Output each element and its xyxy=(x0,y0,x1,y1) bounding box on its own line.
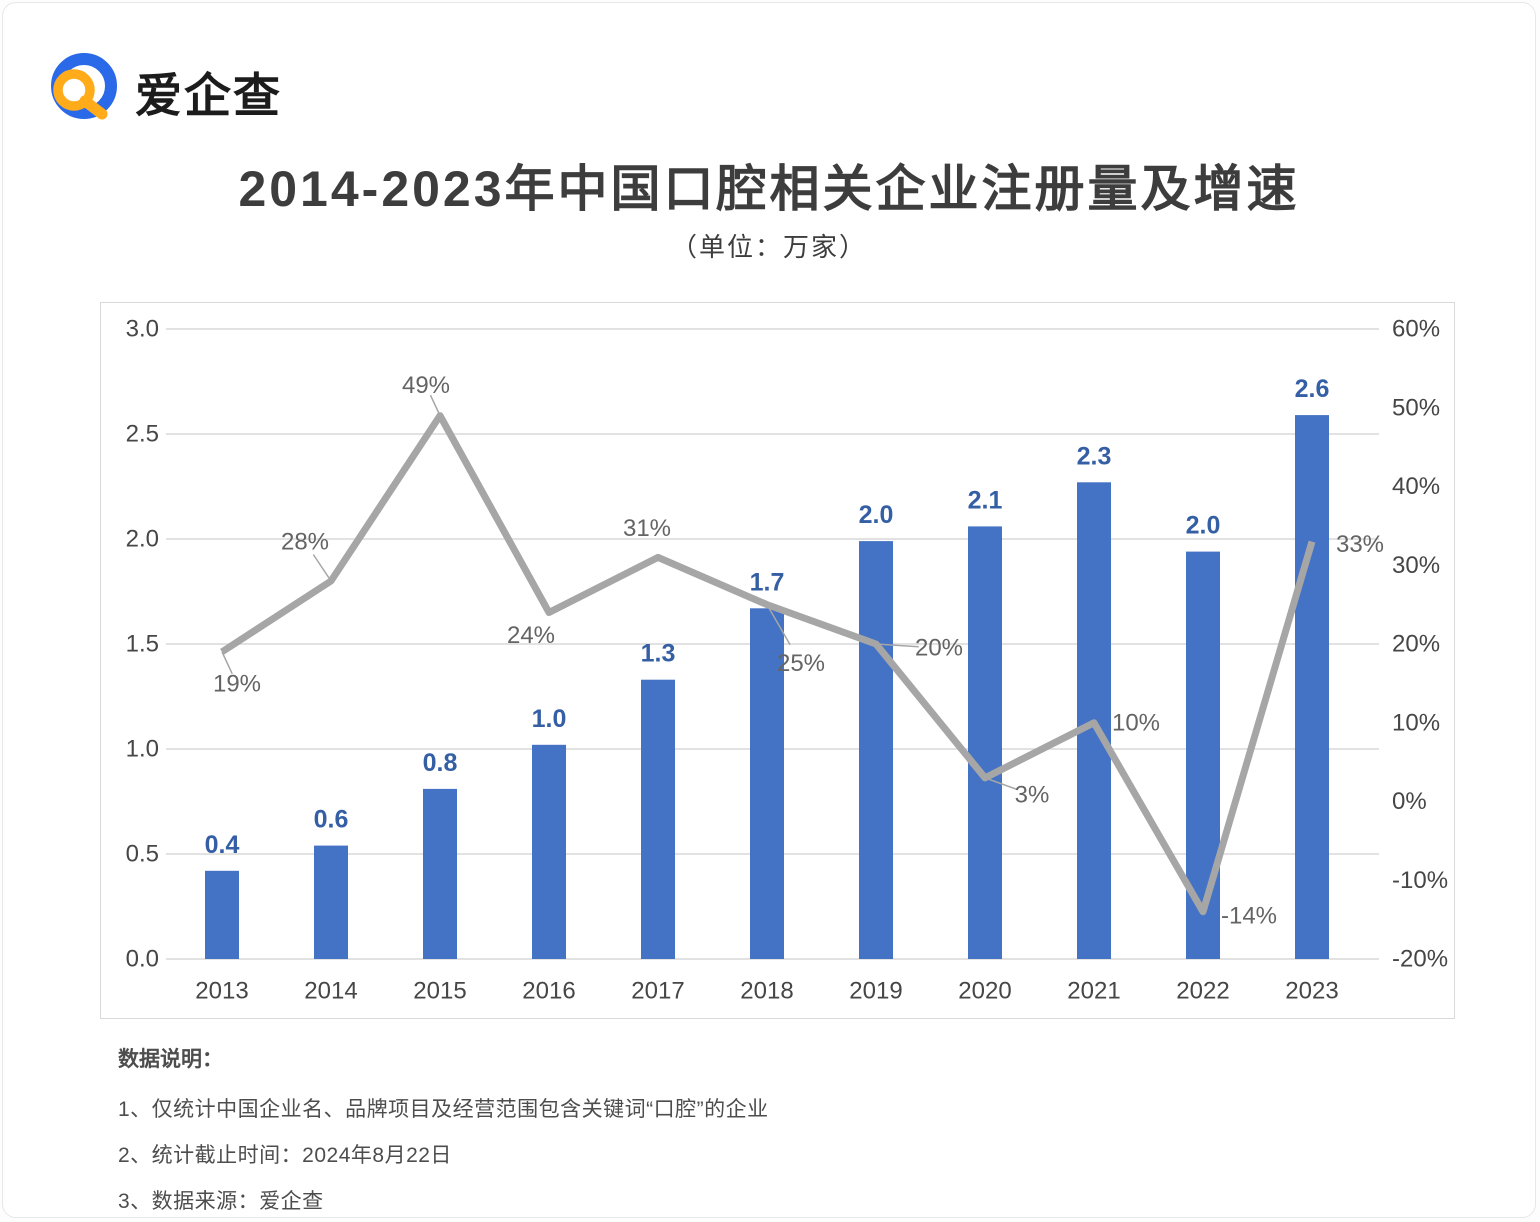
x-axis-label: 2022 xyxy=(1176,978,1229,1005)
bar-2020 xyxy=(968,526,1002,959)
bar-label: 2.1 xyxy=(968,486,1003,514)
left-axis-tick: 1.0 xyxy=(126,736,159,763)
left-axis-tick: 2.0 xyxy=(126,526,159,553)
bar-label: 1.7 xyxy=(750,568,785,596)
bar-2018 xyxy=(750,608,784,959)
label-leader-line xyxy=(984,777,1018,791)
growth-label: 10% xyxy=(1112,709,1160,736)
bar-label: 1.0 xyxy=(532,705,567,733)
growth-label: 25% xyxy=(777,650,825,677)
left-axis-tick: 3.0 xyxy=(126,316,159,343)
data-notes: 数据说明： 1、仅统计中国企业名、品牌项目及经营范围包含关键词“口腔”的企业 2、… xyxy=(118,1043,1418,1217)
aiqicha-logo-icon xyxy=(47,51,123,132)
label-leader-line xyxy=(429,394,441,416)
brand-name: 爱企查 xyxy=(135,69,282,122)
bar-2016 xyxy=(532,744,566,959)
bar-label: 0.4 xyxy=(205,831,240,859)
bar-label: 2.6 xyxy=(1295,375,1330,403)
notes-heading: 数据说明： xyxy=(118,1048,223,1071)
right-axis-tick: 60% xyxy=(1392,316,1440,343)
note-item: 1、仅统计中国企业名、品牌项目及经营范围包含关键词“口腔”的企业 xyxy=(118,1098,769,1121)
label-leader-line xyxy=(875,643,919,648)
bar-2015 xyxy=(423,788,457,959)
label-leader-line xyxy=(766,604,791,646)
right-axis-tick: 10% xyxy=(1392,709,1440,736)
x-axis-label: 2015 xyxy=(413,978,466,1005)
note-item: 2、统计截止时间：2024年8月22日 xyxy=(118,1144,452,1167)
left-axis-tick: 1.5 xyxy=(126,631,159,658)
bar-2019 xyxy=(859,541,893,959)
bar-2014 xyxy=(314,845,348,959)
bar-label: 2.0 xyxy=(1186,512,1221,540)
growth-label: 20% xyxy=(915,635,963,662)
x-axis-label: 2023 xyxy=(1285,978,1338,1005)
growth-label: -14% xyxy=(1221,902,1277,929)
growth-label: 33% xyxy=(1336,531,1384,558)
bar-label: 2.3 xyxy=(1077,442,1112,470)
bar-2013 xyxy=(205,870,239,959)
growth-label: 49% xyxy=(402,372,450,399)
bar-label: 0.6 xyxy=(314,806,349,834)
x-axis-label: 2018 xyxy=(740,978,793,1005)
unit-note: （单位：万家） xyxy=(670,232,867,262)
label-leader-line xyxy=(221,651,233,674)
right-axis-tick: 0% xyxy=(1392,788,1427,815)
combo-chart: 3.0 2.5 2.0 1.5 1.0 0.5 0.0 60% 50% 40% 30% 20% 10% 0… xyxy=(126,316,1448,1005)
right-axis-tick: -20% xyxy=(1392,946,1448,973)
growth-label: 24% xyxy=(507,622,555,649)
growth-label: 19% xyxy=(213,670,261,697)
chart-area: 3.0 2.5 2.0 1.5 1.0 0.5 0.0 60% 50% 40% 30% 20% 10% 0… xyxy=(100,302,1455,1019)
bar-label: 2.0 xyxy=(859,501,894,529)
right-axis-tick: 20% xyxy=(1392,631,1440,658)
growth-label: 28% xyxy=(281,529,329,556)
bar-2023 xyxy=(1295,415,1329,960)
right-axis-tick: 50% xyxy=(1392,394,1440,421)
left-axis-tick: 0.5 xyxy=(126,841,159,868)
x-axis-label: 2020 xyxy=(958,978,1011,1005)
growth-label: 31% xyxy=(623,515,671,542)
notes-list: 1、仅统计中国企业名、品牌项目及经营范围包含关键词“口腔”的企业 2、统计截止时间… xyxy=(118,1093,1418,1215)
note-item: 3、数据来源：爱企查 xyxy=(118,1190,324,1213)
bar-2017 xyxy=(641,679,675,959)
x-axis-label: 2021 xyxy=(1067,978,1120,1005)
left-axis-tick: 0.0 xyxy=(126,946,159,973)
page-title: 2014-2023年中国口腔相关企业注册量及增速 xyxy=(238,161,1300,217)
right-axis-tick: 30% xyxy=(1392,552,1440,579)
label-leader-line xyxy=(312,554,332,582)
x-axis-label: 2013 xyxy=(195,978,248,1005)
x-axis-label: 2014 xyxy=(304,978,357,1005)
x-axis-label: 2019 xyxy=(849,978,902,1005)
x-axis-label: 2017 xyxy=(631,978,684,1005)
growth-label: 3% xyxy=(1015,781,1050,808)
right-axis-tick: -10% xyxy=(1392,867,1448,894)
right-axis-tick: 40% xyxy=(1392,473,1440,500)
bar-label: 0.8 xyxy=(423,749,458,777)
aiqicha-logo: 爱企查 xyxy=(47,51,282,132)
left-axis-tick: 2.5 xyxy=(126,421,159,448)
x-axis-label: 2016 xyxy=(522,978,575,1005)
bar-label: 1.3 xyxy=(641,640,676,668)
